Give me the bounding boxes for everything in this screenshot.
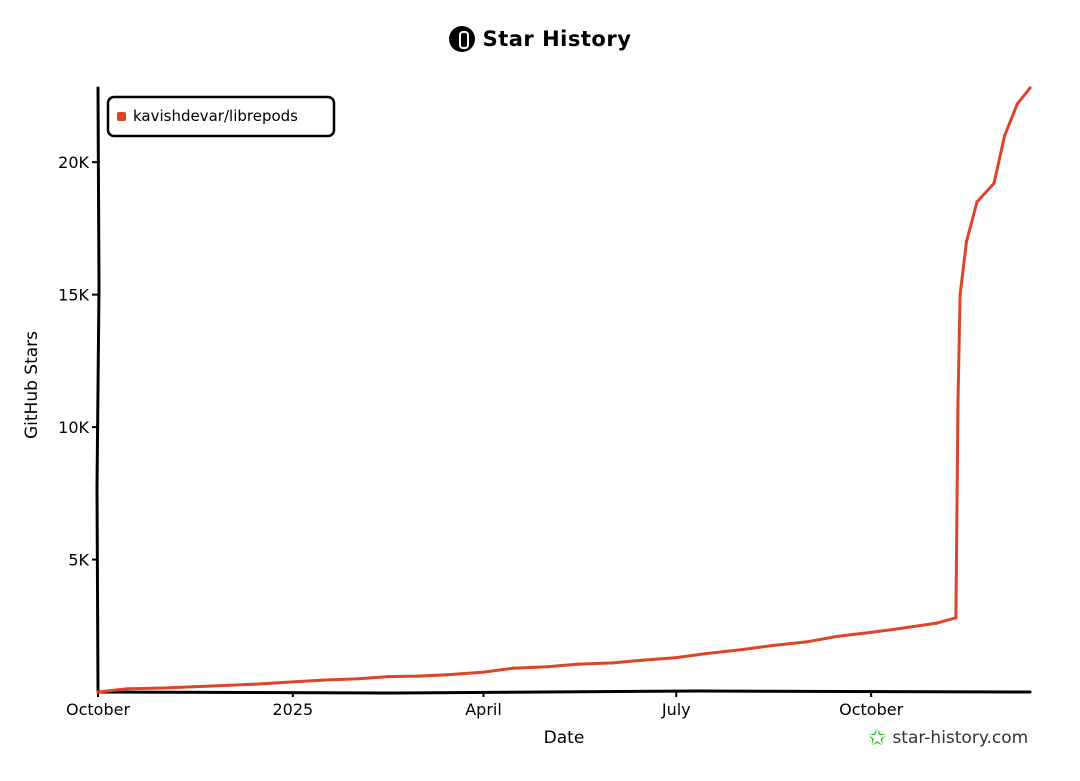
axis-labels: 5K 10K 15K 20K October 2025 April July October Da… — [22, 153, 904, 748]
data-point — [445, 673, 450, 677]
data-point — [954, 616, 958, 620]
data-point — [992, 181, 996, 185]
y-axis-line — [95, 86, 101, 694]
x-tick-label: 2025 — [273, 700, 314, 719]
axes — [92, 86, 1032, 697]
x-tick-label: October — [66, 700, 130, 719]
data-point — [958, 293, 962, 297]
star-history-logo-icon — [448, 26, 475, 52]
data-point — [162, 686, 166, 690]
series-line — [96, 86, 1032, 694]
data-point — [545, 665, 549, 669]
x-tick-label: April — [465, 700, 502, 719]
data-point — [511, 666, 515, 670]
data-point — [964, 240, 969, 244]
y-tick-label: 15K — [58, 286, 89, 305]
data-point — [975, 200, 979, 204]
data-point — [126, 687, 130, 691]
data-point — [191, 685, 195, 689]
y-axis-title: GitHub Stars — [22, 331, 42, 439]
data-point — [805, 640, 810, 644]
star-outline-icon: ✩ — [868, 726, 887, 751]
data-point — [674, 655, 678, 660]
legend-label: kavishdevar/librepods — [133, 107, 298, 125]
data-point — [96, 690, 100, 694]
legend-box — [106, 95, 336, 138]
y-tick-label: 5K — [68, 551, 89, 570]
data-point — [1015, 102, 1019, 106]
data-point — [1028, 86, 1032, 90]
watermark-text: star-history.com — [892, 728, 1029, 748]
data-point — [1002, 134, 1007, 138]
chart-title-container: Star History — [0, 26, 1080, 52]
data-point — [416, 674, 420, 678]
data-point — [769, 644, 774, 648]
data-point — [956, 398, 960, 403]
data-point — [575, 662, 579, 666]
data-point — [386, 675, 390, 679]
series-layer — [96, 86, 1032, 694]
chart-title: Star History — [482, 27, 632, 51]
data-point — [869, 630, 873, 634]
data-point — [255, 682, 259, 686]
y-tick-label: 10K — [58, 418, 89, 437]
legend-swatch — [117, 112, 126, 121]
data-point — [611, 661, 615, 665]
x-tick-label: October — [839, 700, 903, 719]
data-point — [225, 683, 229, 687]
data-point — [835, 634, 839, 638]
x-axis-line — [96, 689, 1032, 695]
data-point — [740, 648, 744, 652]
data-point — [704, 651, 708, 656]
watermark[interactable]: ✩ star-history.com — [868, 726, 1028, 751]
data-point — [291, 680, 295, 684]
data-point — [640, 658, 644, 662]
x-axis-title: Date — [544, 728, 585, 748]
data-point — [899, 626, 903, 631]
y-tick-label: 20K — [58, 153, 89, 172]
data-point — [935, 621, 939, 625]
legend: kavishdevar/librepods — [106, 95, 336, 138]
data-point — [481, 670, 486, 674]
data-point — [356, 677, 361, 681]
data-point — [320, 678, 325, 682]
x-tick-label: July — [661, 700, 691, 719]
